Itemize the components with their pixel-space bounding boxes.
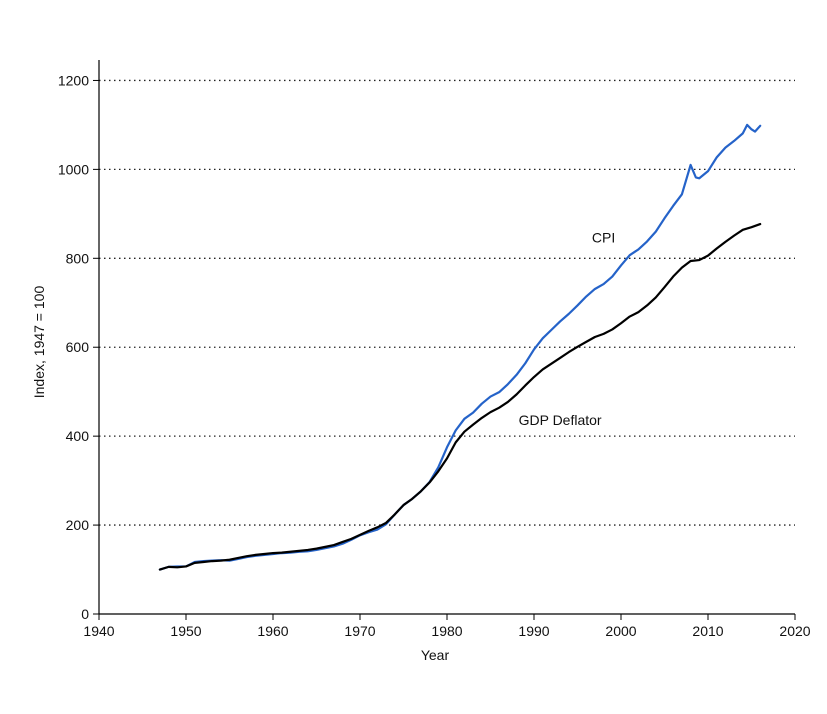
series-labels: CPI GDP Deflator [519, 230, 616, 428]
x-axis-title: Year [421, 647, 450, 663]
x-tick-label: 1940 [83, 623, 114, 639]
y-axis-title: Index, 1947 = 100 [31, 286, 47, 399]
axes [98, 60, 795, 615]
x-tick-label: 2010 [692, 623, 723, 639]
x-tick-label: 2020 [779, 623, 810, 639]
gridlines [99, 79, 795, 526]
y-tick-label: 800 [66, 250, 90, 266]
gdp-deflator-label: GDP Deflator [519, 412, 602, 428]
gdp-deflator-line [158, 222, 762, 571]
y-tick-label: 400 [66, 428, 90, 444]
x-tick-label: 1960 [257, 623, 288, 639]
y-ticks: 0 200 400 600 800 1000 1200 [58, 72, 99, 622]
x-tick-label: 1990 [518, 623, 549, 639]
x-tick-label: 1980 [431, 623, 462, 639]
x-tick-label: 1950 [170, 623, 201, 639]
y-tick-label: 200 [66, 517, 90, 533]
x-tick-label: 2000 [605, 623, 636, 639]
y-tick-label: 1000 [58, 161, 89, 177]
series-lines [158, 123, 762, 571]
y-tick-label: 600 [66, 339, 90, 355]
y-tick-label: 0 [81, 606, 89, 622]
cpi-label: CPI [592, 230, 615, 246]
x-ticks: 1940 1950 1960 1970 1980 1990 2000 2010 2020 [83, 614, 811, 639]
y-tick-label: 1200 [58, 72, 89, 88]
x-tick-label: 1970 [344, 623, 375, 639]
